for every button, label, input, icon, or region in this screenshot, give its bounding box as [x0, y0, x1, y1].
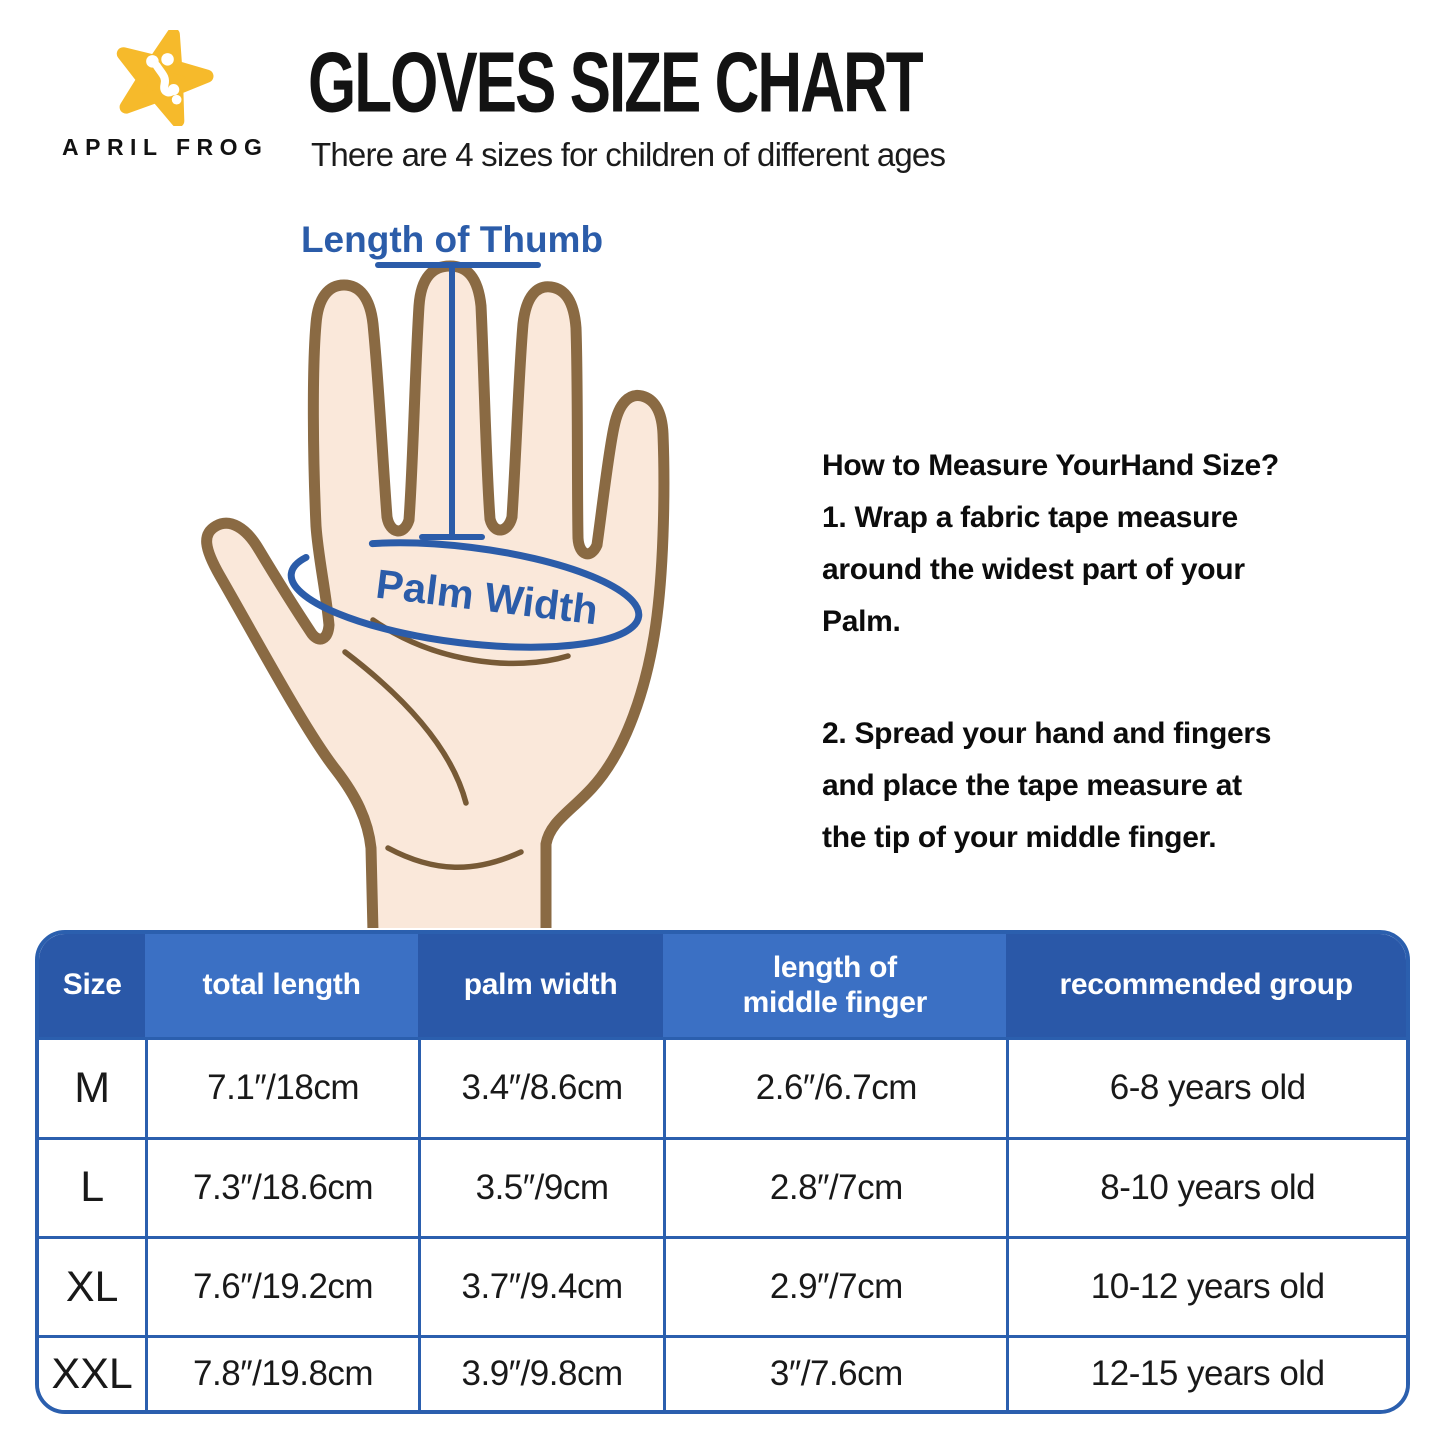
- thumb-length-measure: [375, 262, 541, 540]
- step2-line: 2. Spread your hand and fingers: [822, 717, 1272, 750]
- page-subtitle: There are 4 sizes for children of differ…: [311, 136, 946, 173]
- cell-l-total-length: 7.3″/18.6cm: [145, 1136, 418, 1236]
- instructions-title: How to Measure YourHand Size?: [822, 449, 1279, 482]
- size-chart-table: Size total length palm width length of m…: [35, 930, 1410, 1414]
- cell-xxl-total-length: 7.8″/19.8cm: [145, 1335, 418, 1410]
- col-header-group: recommended group: [1006, 934, 1406, 1038]
- frog-mark: [146, 53, 182, 105]
- step2-line: and place the tape measure at: [822, 769, 1242, 802]
- cell-l-middle-finger: 2.8″/7cm: [663, 1136, 1007, 1236]
- step1-line: Palm.: [822, 605, 901, 638]
- col-header-total-length: total length: [145, 934, 418, 1038]
- star-logo-icon: [116, 30, 214, 126]
- cell-xl-size: XL: [39, 1235, 146, 1336]
- cell-l-palm-width: 3.5″/9cm: [417, 1136, 664, 1236]
- step1-line: 1. Wrap a fabric tape measure: [822, 501, 1238, 534]
- col-header-size: Size: [39, 934, 146, 1038]
- cell-m-middle-finger: 2.6″/6.7cm: [663, 1037, 1007, 1137]
- col-header-middle-finger: length of middle finger: [663, 934, 1007, 1038]
- cell-m-group: 6-8 years old: [1006, 1037, 1406, 1137]
- instructions-step1: 1. Wrap a fabric tape measure around the…: [822, 492, 1402, 648]
- cell-xxl-group: 12-15 years old: [1006, 1335, 1406, 1410]
- page-title: GLOVES SIZE CHART: [308, 35, 924, 131]
- cell-xl-group: 10-12 years old: [1006, 1235, 1406, 1336]
- cell-xl-palm-width: 3.7″/9.4cm: [417, 1235, 664, 1336]
- cell-xl-total-length: 7.6″/19.2cm: [145, 1235, 418, 1336]
- step1-line: around the widest part of your: [822, 553, 1245, 586]
- brand-name: APRIL FROG: [62, 134, 269, 160]
- hand-measurement-diagram: Length of Thumb Palm Width: [201, 220, 670, 928]
- cell-l-group: 8-10 years old: [1006, 1136, 1406, 1236]
- cell-m-total-length: 7.1″/18cm: [145, 1037, 418, 1137]
- instructions-step2: 2. Spread your hand and fingers and plac…: [822, 708, 1402, 864]
- brand-logo: APRIL FROG: [62, 30, 262, 161]
- cell-xxl-palm-width: 3.9″/9.8cm: [417, 1335, 664, 1410]
- measuring-instructions: How to Measure YourHand Size? 1. Wrap a …: [822, 440, 1402, 864]
- cell-m-palm-width: 3.4″/8.6cm: [417, 1037, 664, 1137]
- col-header-palm-width: palm width: [417, 934, 664, 1038]
- thumb-length-label: Length of Thumb: [301, 220, 603, 260]
- cell-m-size: M: [39, 1037, 146, 1137]
- cell-xxl-middle-finger: 3″/7.6cm: [663, 1335, 1007, 1410]
- cell-xxl-size: XXL: [39, 1335, 146, 1410]
- cell-l-size: L: [39, 1136, 146, 1236]
- step2-line: the tip of your middle finger.: [822, 821, 1217, 854]
- cell-xl-middle-finger: 2.9″/7cm: [663, 1235, 1007, 1336]
- palm-width-ellipse: [287, 539, 643, 651]
